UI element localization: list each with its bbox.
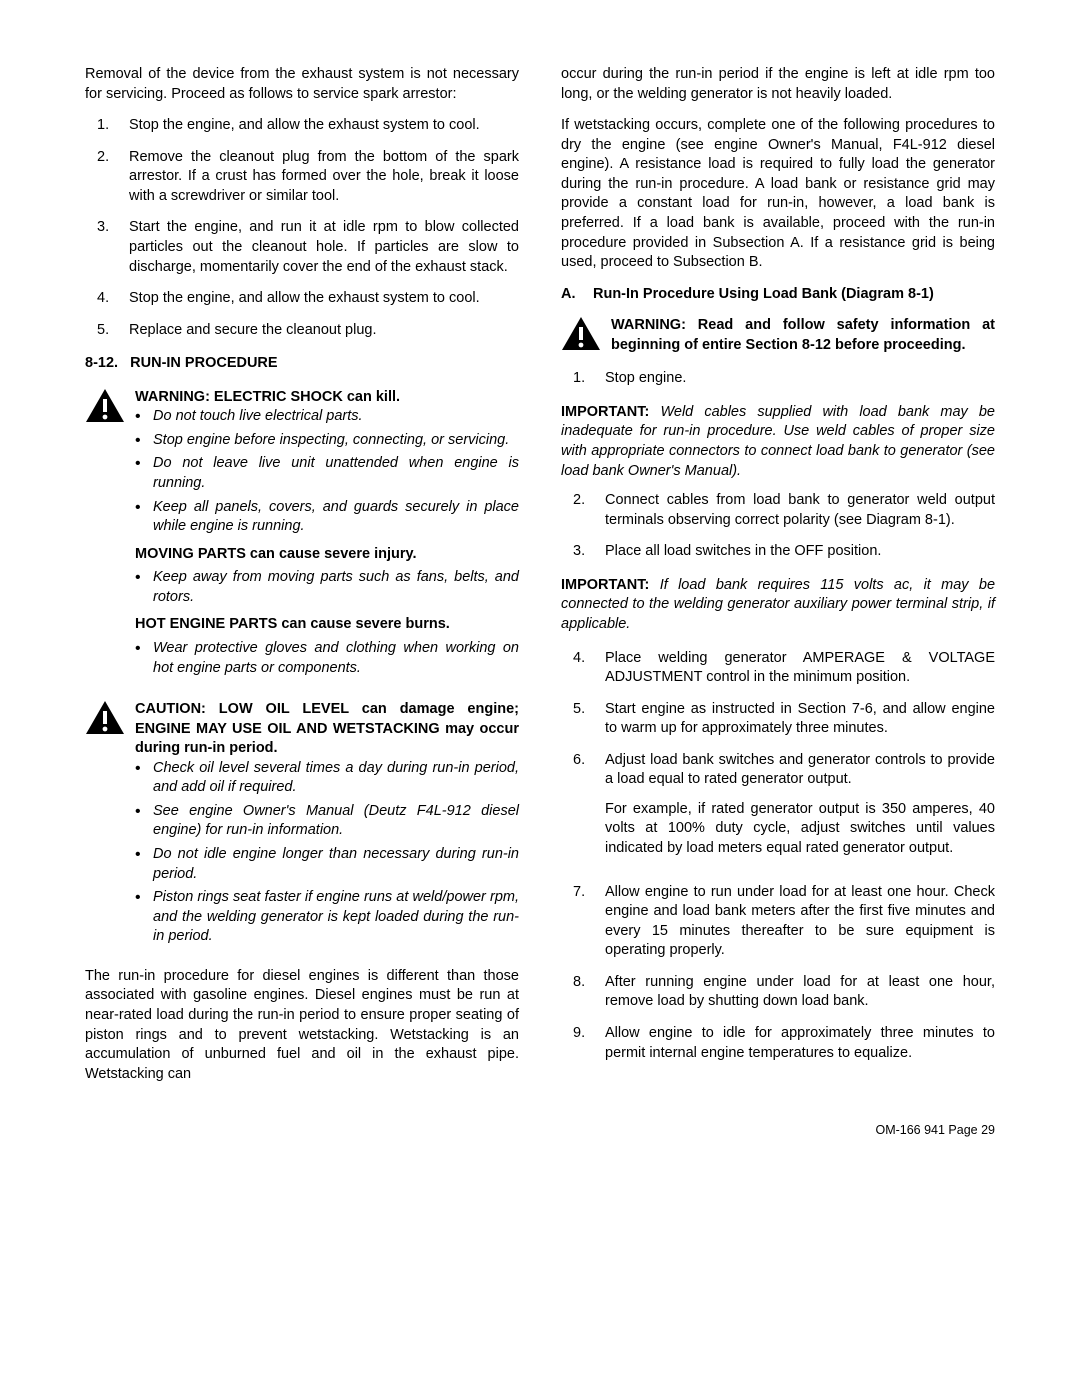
runin-steps-4-9: 4.Place welding generator AMPERAGE & VOL… bbox=[561, 649, 995, 1064]
caution-heading: CAUTION: LOW OIL LEVEL can damage engine… bbox=[135, 700, 519, 759]
caution-notice: CAUTION: LOW OIL LEVEL can damage engine… bbox=[85, 700, 519, 951]
warn3-heading: HOT ENGINE PARTS can cause severe burns. bbox=[135, 615, 519, 635]
wetstacking-para: If wetstacking occurs, complete one of t… bbox=[561, 116, 995, 273]
page-footer: OM-166 941 Page 29 bbox=[85, 1122, 995, 1139]
warning-icon bbox=[85, 388, 125, 424]
runin-steps-1: 1.Stop engine. bbox=[561, 369, 995, 389]
important-2: IMPORTANT: If load bank requires 115 vol… bbox=[561, 576, 995, 635]
intro-para: Removal of the device from the exhaust s… bbox=[85, 65, 519, 104]
important-1: IMPORTANT: Weld cables supplied with loa… bbox=[561, 403, 995, 481]
closing-para: The run-in procedure for diesel engines … bbox=[85, 967, 519, 1084]
subsection-a-heading: A. Run-In Procedure Using Load Bank (Dia… bbox=[561, 285, 995, 305]
caution-icon bbox=[85, 700, 125, 736]
warn2-heading: MOVING PARTS can cause severe injury. bbox=[135, 545, 519, 565]
warning-notice-2: WARNING: Read and follow safety informat… bbox=[561, 316, 995, 355]
section-title: 8-12. RUN-IN PROCEDURE bbox=[85, 354, 519, 374]
warn1-heading: WARNING: ELECTRIC SHOCK can kill. bbox=[135, 388, 519, 408]
warning-notice: WARNING: ELECTRIC SHOCK can kill. •Do no… bbox=[85, 388, 519, 682]
warn-text-2: WARNING: Read and follow safety informat… bbox=[611, 316, 995, 355]
right-column: occur during the run-in period if the en… bbox=[561, 65, 995, 1096]
runin-steps-2-3: 2.Connect cables from load bank to gener… bbox=[561, 491, 995, 562]
left-column: Removal of the device from the exhaust s… bbox=[85, 65, 519, 1096]
cont-para: occur during the run-in period if the en… bbox=[561, 65, 995, 104]
warning-icon bbox=[561, 316, 601, 352]
service-steps: 1.Stop the engine, and allow the exhaust… bbox=[85, 116, 519, 340]
